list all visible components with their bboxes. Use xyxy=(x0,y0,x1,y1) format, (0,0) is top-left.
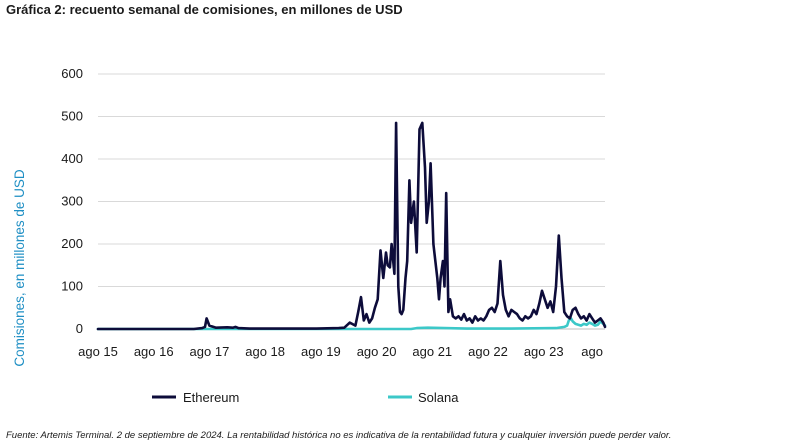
x-tick-label: ago 23 xyxy=(524,344,564,359)
y-tick-label: 400 xyxy=(61,151,83,166)
x-tick-label: ago 22 xyxy=(468,344,508,359)
footnote: Fuente: Artemis Terminal. 2 de septiembr… xyxy=(6,430,672,441)
y-tick-label: 300 xyxy=(61,194,83,209)
x-tick-label: ago 20 xyxy=(357,344,397,359)
y-tick-label: 500 xyxy=(61,109,83,124)
y-axis-ticks: 0 100 200 300 400 500 600 xyxy=(61,66,83,336)
x-tick-label: ago 15 xyxy=(78,344,118,359)
x-tick-label: ago 17 xyxy=(190,344,230,359)
x-tick-label: ago xyxy=(581,344,603,359)
y-tick-label: 200 xyxy=(61,236,83,251)
series-line-ethereum xyxy=(96,121,607,331)
y-tick-label: 0 xyxy=(76,321,83,336)
legend-label-ethereum: Ethereum xyxy=(183,390,239,405)
x-axis-ticks: ago 15 ago 16 ago 17 ago 18 ago 19 ago 20 ago … xyxy=(78,344,603,359)
series-group xyxy=(96,121,607,331)
x-tick-label: ago 16 xyxy=(134,344,174,359)
chart-title: Gráfica 2: recuento semanal de comisione… xyxy=(6,2,403,17)
y-axis-label: Comisiones, en millones de USD xyxy=(12,169,27,367)
series-line-solana xyxy=(96,317,607,331)
legend: Ethereum Solana xyxy=(152,390,459,405)
x-tick-label: ago 18 xyxy=(245,344,285,359)
y-tick-label: 600 xyxy=(61,66,83,81)
x-tick-label: ago 19 xyxy=(301,344,341,359)
grid-lines xyxy=(98,73,605,287)
x-tick-label: ago 21 xyxy=(412,344,452,359)
legend-label-solana: Solana xyxy=(418,390,459,405)
y-tick-label: 100 xyxy=(61,279,83,294)
